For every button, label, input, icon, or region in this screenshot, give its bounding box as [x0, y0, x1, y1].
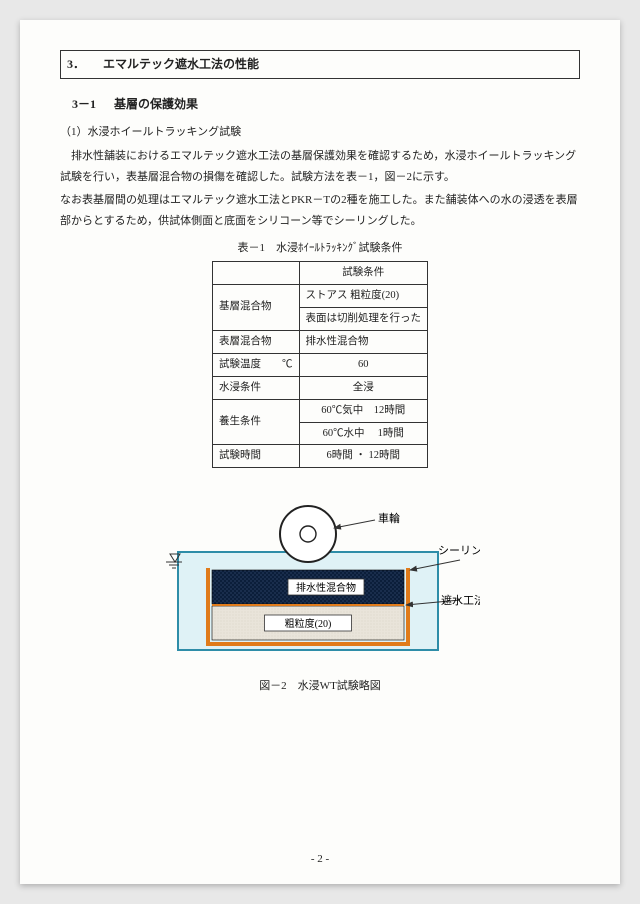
table-row: 試験温度 ℃ 60 [213, 353, 428, 376]
table-caption: 表－1 水浸ﾎｲｰﾙﾄﾗｯｷﾝｸﾞ試験条件 [60, 238, 580, 259]
table-header: 試験条件 [299, 261, 428, 284]
figure-wrap: 排水性混合物粗粒度(20) 車輪シーリング遮水工法 図－2 水浸WT試験略図 [160, 482, 480, 697]
table-row: 試験時間 6時間 ・ 12時間 [213, 445, 428, 468]
conditions-table: 試験条件 基層混合物 ストアス 粗粒度(20) 表面は切削処理を行った 表層混合… [212, 261, 428, 468]
paragraph-2: なお表基層間の処理はエマルテック遮水工法とPKR－Tの2種を施工した。また舗装体… [60, 190, 580, 232]
svg-text:粗粒度(20): 粗粒度(20) [285, 617, 332, 630]
paren-heading: （1）水浸ホイールトラッキング試験 [60, 122, 580, 143]
section-title: エマルテック遮水工法の性能 [103, 57, 259, 71]
svg-text:シーリング: シーリング [438, 543, 480, 557]
page: 3． エマルテック遮水工法の性能 3－1 基層の保護効果 （1）水浸ホイールトラ… [20, 20, 620, 884]
svg-text:車輪: 車輪 [378, 511, 400, 525]
table-row: 試験条件 [213, 261, 428, 284]
figure-svg: 排水性混合物粗粒度(20) 車輪シーリング遮水工法 [160, 482, 480, 662]
figure-caption: 図－2 水浸WT試験略図 [160, 676, 480, 697]
table-row: 水浸条件 全浸 [213, 376, 428, 399]
svg-text:遮水工法: 遮水工法 [441, 593, 480, 607]
paragraph-1: 排水性舗装におけるエマルテック遮水工法の基層保護効果を確認するため，水浸ホイール… [60, 146, 580, 188]
section-number: 3． [67, 57, 85, 71]
table-row: 養生条件 60℃気中 12時間 [213, 399, 428, 422]
subsection-title: 基層の保護効果 [114, 97, 198, 111]
svg-text:排水性混合物: 排水性混合物 [296, 581, 356, 594]
table-row: 基層混合物 ストアス 粗粒度(20) [213, 284, 428, 307]
table-row: 表層混合物 排水性混合物 [213, 330, 428, 353]
page-number: - 2 - [20, 849, 620, 870]
section-heading-box: 3． エマルテック遮水工法の性能 [60, 50, 580, 79]
subsection-heading: 3－1 基層の保護効果 [72, 93, 580, 116]
subsection-number: 3－1 [72, 97, 96, 111]
